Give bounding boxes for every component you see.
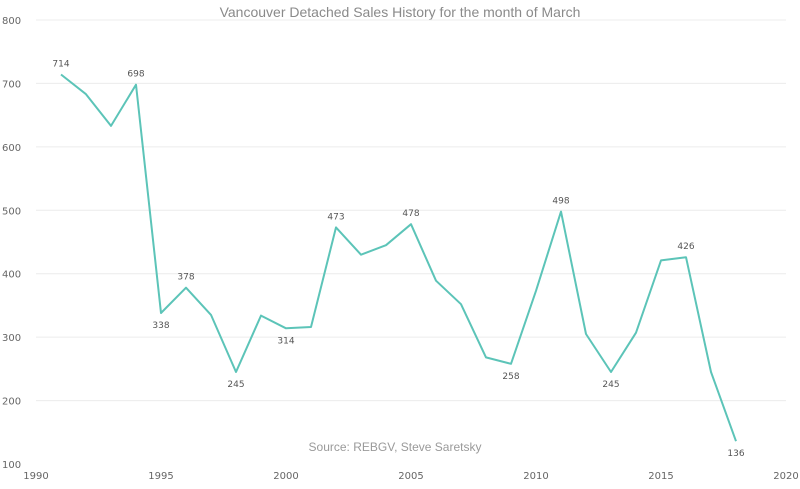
data-label: 314 [277,336,294,346]
x-tick-label: 2015 [648,471,673,482]
gridlines [36,19,786,402]
y-tick-label: 600 [2,143,21,154]
x-tick-label: 2020 [773,471,798,482]
data-label: 714 [52,60,69,70]
y-tick-label: 500 [2,206,21,217]
data-label: 245 [602,380,619,390]
source-annotation: Source: REBGV, Steve Saretsky [309,440,482,454]
data-label: 258 [502,372,519,382]
data-labels: 714 698 338 378 245 314 473 478 258 498 245 426 136 [52,60,744,460]
data-label: 698 [127,70,144,80]
data-label: 473 [327,212,344,222]
y-tick-label: 200 [2,397,21,408]
chart-title: Vancouver Detached Sales History for the… [219,4,581,20]
data-label: 378 [177,273,194,283]
x-tick-label: 2000 [273,471,298,482]
x-axis-ticks: 1990 1995 2000 2005 2010 2015 2020 [23,471,798,482]
y-tick-label: 700 [2,79,21,90]
y-tick-label: 100 [2,460,21,471]
data-label: 338 [152,321,169,331]
data-label: 478 [402,209,419,219]
data-label: 245 [227,380,244,390]
y-axis-ticks: 100 200 300 400 500 600 700 800 [2,16,21,471]
y-tick-label: 300 [2,333,21,344]
y-tick-label: 800 [2,16,21,27]
data-label: 136 [727,449,744,459]
x-tick-label: 2005 [398,471,423,482]
data-label: 498 [552,197,569,207]
y-tick-label: 400 [2,270,21,281]
series-line [60,73,737,442]
x-tick-label: 2010 [523,471,548,482]
data-label: 426 [677,242,694,252]
x-tick-label: 1995 [148,471,173,482]
x-tick-label: 1990 [23,471,48,482]
